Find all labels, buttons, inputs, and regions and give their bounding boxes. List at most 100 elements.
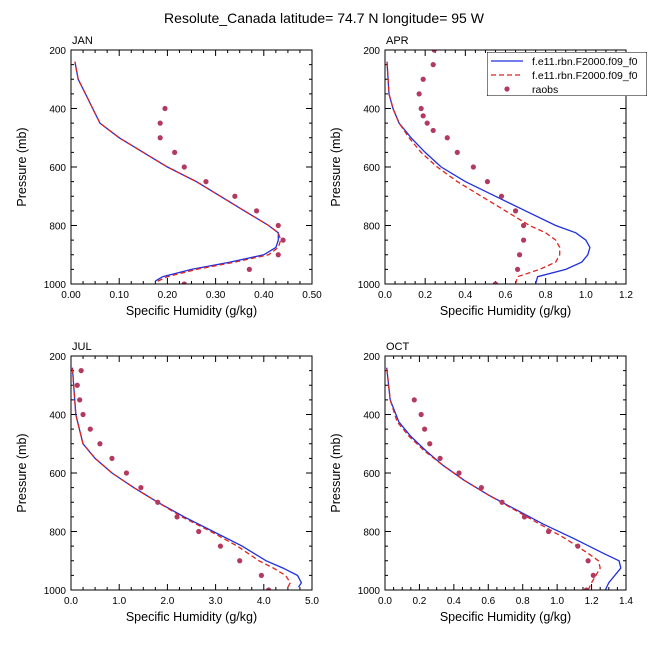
raobs-point bbox=[416, 91, 422, 97]
x-tick-label: 1.2 bbox=[585, 596, 599, 607]
raobs-point bbox=[181, 164, 187, 170]
x-tick-label: 0.6 bbox=[499, 290, 513, 301]
raobs-point bbox=[162, 105, 168, 112]
y-tick-label: 600 bbox=[363, 163, 380, 174]
raobs-point bbox=[516, 252, 523, 258]
plot-area bbox=[74, 61, 286, 284]
raobs-point bbox=[138, 485, 144, 491]
plot-area bbox=[386, 50, 591, 284]
panel-title: OCT bbox=[386, 341, 410, 353]
raobs-point bbox=[454, 149, 460, 155]
legend-marker-raobs bbox=[504, 86, 510, 92]
y-axis-label: Pressure (mb) bbox=[15, 433, 29, 512]
x-axis-label: Specific Humidity (g/kg) bbox=[126, 304, 257, 318]
x-tick-label: 0.00 bbox=[61, 290, 81, 301]
raobs-point bbox=[196, 528, 202, 535]
series-line-dashed bbox=[386, 367, 601, 590]
raobs-point bbox=[155, 499, 161, 505]
raobs-point bbox=[520, 237, 527, 243]
x-tick-label: 2.0 bbox=[160, 596, 174, 607]
raobs-point bbox=[478, 485, 484, 491]
raobs-point bbox=[512, 208, 519, 214]
x-tick-label: 0.20 bbox=[158, 290, 178, 301]
raobs-point bbox=[421, 426, 428, 432]
raobs-point bbox=[430, 62, 436, 68]
raobs-point bbox=[520, 222, 527, 229]
panel-jan: 0.00 0.10 0.20 0.30 0.40 0.50 200 400 600 800 1000… bbox=[15, 35, 322, 318]
y-tick-label: 1000 bbox=[44, 586, 67, 597]
raobs-point bbox=[80, 411, 86, 418]
panels: 0.00 0.10 0.20 0.30 0.40 0.50 200 400 600 800 1000… bbox=[15, 35, 633, 624]
x-tick-label: 1.4 bbox=[619, 596, 633, 607]
raobs-point bbox=[157, 135, 163, 141]
raobs-point bbox=[514, 266, 521, 272]
raobs-point bbox=[499, 499, 505, 505]
y-tick-label: 200 bbox=[363, 352, 380, 363]
raobs-point bbox=[424, 120, 430, 126]
panel-jul: 0.0 1.0 2.0 3.0 4.0 5.0 200 400 600 800 1000 JUL Spe… bbox=[15, 341, 319, 624]
raobs-point bbox=[87, 426, 93, 432]
raobs-point bbox=[232, 193, 238, 199]
series-line-dashed bbox=[74, 61, 282, 282]
x-tick-label: 3.0 bbox=[209, 596, 223, 607]
legend-label: f.e11.rbn.F2000.f09_f0 bbox=[532, 56, 638, 68]
raobs-point bbox=[74, 382, 80, 388]
y-axis-label: Pressure (mb) bbox=[15, 127, 29, 206]
raobs-point bbox=[545, 528, 552, 535]
y-tick-label: 600 bbox=[49, 469, 66, 480]
raobs-point bbox=[172, 149, 178, 155]
legend-label: raobs bbox=[532, 84, 558, 96]
legend-label: f.e11.rbn.F2000.f09_f0 bbox=[532, 70, 638, 82]
x-tick-label: 1.0 bbox=[550, 596, 564, 607]
y-tick-label: 1000 bbox=[358, 280, 381, 291]
raobs-point bbox=[456, 470, 462, 476]
series-line-solid bbox=[386, 367, 622, 590]
x-axis-label: Specific Humidity (g/kg) bbox=[440, 610, 571, 624]
panel-frame bbox=[384, 355, 627, 591]
x-tick-label: 1.0 bbox=[579, 290, 593, 301]
x-tick-label: 1.0 bbox=[112, 596, 126, 607]
raobs-point bbox=[77, 397, 83, 403]
raobs-point bbox=[431, 50, 437, 53]
x-tick-label: 0.4 bbox=[447, 596, 461, 607]
raobs-point bbox=[521, 514, 528, 520]
x-tick-label: 0.50 bbox=[302, 290, 322, 301]
x-tick-label: 0.40 bbox=[254, 290, 274, 301]
panel-frame bbox=[70, 49, 313, 285]
y-tick-label: 800 bbox=[49, 528, 66, 539]
raobs-point bbox=[575, 543, 581, 549]
x-tick-label: 0.2 bbox=[418, 290, 432, 301]
raobs-point bbox=[430, 127, 436, 134]
x-tick-label: 1.2 bbox=[619, 290, 633, 301]
y-tick-label: 200 bbox=[363, 46, 380, 57]
figure-title: Resolute_Canada latitude= 74.7 N longitu… bbox=[164, 10, 485, 26]
x-tick-label: 0.8 bbox=[516, 596, 530, 607]
series-line-dashed bbox=[386, 61, 561, 284]
y-tick-label: 400 bbox=[363, 105, 380, 116]
x-tick-label: 0.30 bbox=[206, 290, 226, 301]
x-tick-label: 5.0 bbox=[305, 596, 319, 607]
raobs-point bbox=[174, 514, 180, 520]
y-tick-label: 600 bbox=[49, 163, 66, 174]
y-tick-label: 800 bbox=[363, 222, 380, 233]
x-tick-label: 0.0 bbox=[64, 596, 78, 607]
x-tick-label: 0.8 bbox=[539, 290, 553, 301]
x-tick-label: 4.0 bbox=[257, 596, 271, 607]
raobs-point bbox=[266, 587, 272, 590]
y-tick-label: 200 bbox=[49, 46, 66, 57]
series-line-dashed bbox=[71, 367, 292, 588]
series-line-solid bbox=[71, 367, 303, 588]
x-axis-label: Specific Humidity (g/kg) bbox=[126, 610, 257, 624]
plot-area bbox=[71, 367, 303, 590]
raobs-point bbox=[203, 179, 209, 185]
raobs-point bbox=[217, 543, 224, 549]
raobs-point bbox=[181, 281, 187, 284]
raobs-point bbox=[280, 237, 286, 243]
raobs-point bbox=[123, 470, 130, 476]
raobs-point bbox=[275, 222, 281, 229]
y-tick-label: 200 bbox=[49, 352, 66, 363]
x-tick-label: 0.10 bbox=[109, 290, 129, 301]
panel-title: JUL bbox=[72, 341, 92, 353]
y-tick-label: 400 bbox=[363, 411, 380, 422]
